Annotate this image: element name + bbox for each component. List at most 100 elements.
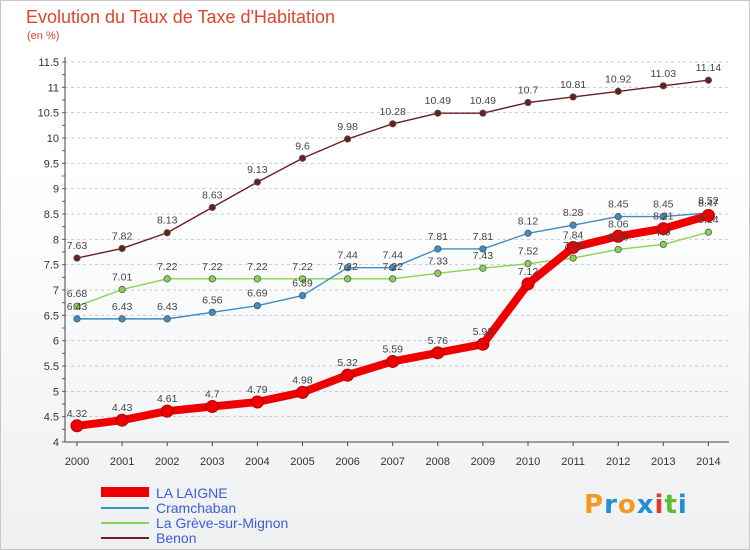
data-point-cramchaban — [208, 308, 216, 316]
data-label: 7.43 — [473, 250, 494, 262]
data-point-benon — [389, 120, 397, 128]
data-point-la-laigne — [521, 277, 535, 291]
data-label: 8.21 — [653, 211, 674, 223]
data-label: 7.12 — [518, 266, 539, 278]
data-point-la-gr-ve-sur-mignon — [118, 285, 126, 294]
x-tick-label: 2002 — [155, 456, 179, 468]
data-point-la-gr-ve-sur-mignon — [704, 228, 713, 236]
data-point-la-gr-ve-sur-mignon — [659, 240, 667, 248]
x-tick-label: 2003 — [200, 456, 224, 468]
data-label: 7.01 — [112, 271, 133, 283]
data-point-benon — [208, 203, 216, 212]
data-label: 6.56 — [202, 294, 223, 306]
y-tick-label: 9 — [53, 184, 59, 196]
data-label: 5.93 — [473, 326, 494, 338]
legend-label: La Grève-sur-Mignon — [156, 515, 289, 531]
data-label: 7.22 — [202, 261, 223, 273]
data-point-la-gr-ve-sur-mignon — [253, 275, 261, 283]
data-point-cramchaban — [479, 245, 487, 253]
data-point-la-laigne — [160, 404, 174, 418]
data-label: 6.43 — [67, 301, 88, 313]
data-label: 5.76 — [428, 335, 449, 347]
y-tick-label: 8 — [53, 234, 59, 246]
y-tick-label: 6.5 — [44, 310, 59, 322]
y-tick-label: 4.5 — [44, 412, 59, 424]
data-label: 7.84 — [563, 229, 584, 241]
x-tick-label: 2000 — [65, 456, 89, 468]
data-label: 10.28 — [380, 106, 406, 118]
data-label: 8.52 — [698, 195, 719, 207]
data-point-benon — [298, 154, 307, 162]
legend-label: Cramchaban — [156, 500, 237, 516]
data-point-cramchaban — [163, 315, 171, 323]
data-label: 10.49 — [470, 95, 496, 107]
data-point-la-laigne — [431, 346, 445, 360]
y-tick-label: 8.5 — [44, 209, 59, 221]
data-point-cramchaban — [298, 291, 307, 300]
data-label: 7.81 — [428, 231, 449, 243]
data-point-la-laigne — [656, 222, 670, 236]
data-label: 5.32 — [337, 357, 358, 369]
data-label: 7.33 — [428, 255, 449, 267]
x-tick-label: 2014 — [696, 456, 720, 468]
data-label: 7.22 — [337, 261, 358, 273]
y-tick-label: 5 — [53, 386, 59, 398]
data-point-la-laigne — [476, 337, 490, 351]
legend-swatch-cramchaban — [101, 507, 149, 509]
data-point-la-laigne — [341, 368, 355, 382]
data-label: 7.81 — [473, 231, 494, 243]
y-tick-label: 10.5 — [38, 108, 59, 120]
data-label: 7.22 — [292, 261, 313, 273]
data-label: 7.22 — [247, 261, 268, 273]
data-point-benon — [118, 244, 126, 253]
chart-title: Evolution du Taux de Taxe d'Habitation — [26, 7, 335, 27]
x-tick-label: 2007 — [380, 456, 404, 468]
data-point-benon — [659, 82, 667, 90]
data-point-cramchaban — [659, 212, 667, 221]
data-label: 4.98 — [292, 374, 313, 386]
legend-swatch-la-laigne — [101, 487, 149, 497]
data-point-benon — [73, 254, 81, 262]
data-point-la-laigne — [205, 400, 219, 414]
data-point-cramchaban — [434, 245, 442, 253]
data-label: 7.44 — [382, 250, 403, 262]
data-label: 9.6 — [295, 140, 310, 152]
data-point-la-laigne — [566, 240, 580, 254]
data-label: 10.49 — [425, 95, 451, 107]
data-point-cramchaban — [73, 315, 81, 323]
data-point-cramchaban — [524, 229, 532, 237]
x-tick-labels: 2000 2001 2002 2003 2004 2005 2006 2007 2008 2009… — [65, 456, 721, 468]
data-label: 6.89 — [292, 278, 313, 290]
data-point-la-laigne — [386, 354, 400, 368]
data-label: 7.83 — [563, 240, 584, 252]
data-label: 8.12 — [518, 215, 539, 227]
data-point-benon — [704, 76, 713, 84]
data-point-benon — [343, 135, 352, 143]
x-tick-label: 2006 — [335, 456, 359, 468]
data-point-cramchaban — [614, 212, 622, 221]
data-point-la-laigne — [296, 385, 309, 399]
x-tick-label: 2008 — [426, 456, 450, 468]
data-label: 4.61 — [157, 393, 178, 405]
data-point-la-gr-ve-sur-mignon — [163, 275, 171, 283]
data-label: 10.7 — [518, 85, 539, 97]
chart-unit-label: (en %) — [27, 30, 60, 42]
x-tick-label: 2012 — [606, 456, 630, 468]
data-label: 6.43 — [112, 301, 133, 313]
data-point-benon — [163, 229, 171, 237]
data-label: 9.13 — [247, 164, 268, 176]
data-label: 5.59 — [382, 343, 403, 355]
data-point-cramchaban — [389, 264, 397, 272]
data-point-benon — [253, 178, 261, 186]
x-tick-label: 2004 — [245, 456, 269, 468]
y-tick-label: 11.5 — [38, 57, 59, 69]
data-label: 8.45 — [653, 199, 674, 211]
data-point-la-gr-ve-sur-mignon — [73, 302, 81, 310]
y-tick-label: 9.5 — [44, 158, 59, 170]
data-label: 11.14 — [696, 62, 722, 74]
data-point-benon — [614, 87, 622, 95]
data-point-la-laigne — [250, 395, 264, 409]
data-point-la-laigne — [611, 229, 625, 243]
